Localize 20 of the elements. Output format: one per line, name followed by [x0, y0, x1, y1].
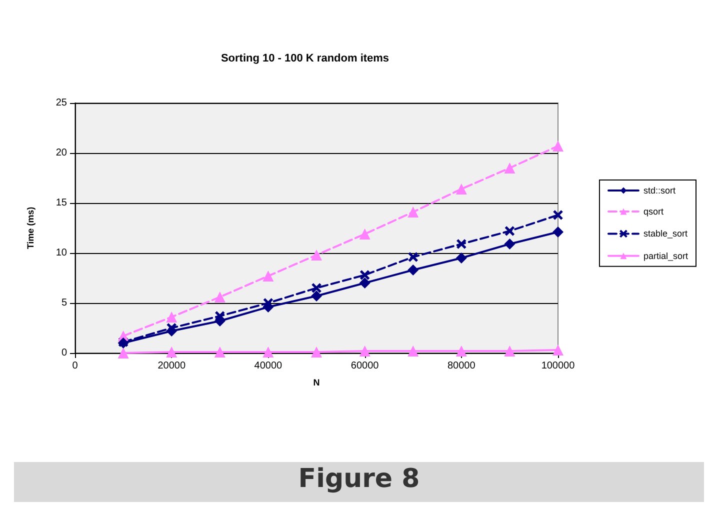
y-tick-label: 15: [56, 198, 68, 208]
x-tick-label: 60000: [350, 360, 380, 372]
x-tick-label: 0: [72, 360, 78, 372]
legend-label: std::sort: [643, 186, 676, 196]
x-axis-title: N: [313, 378, 320, 388]
y-tick-label: 5: [61, 298, 68, 308]
y-axis-title: Time (ms): [26, 206, 36, 250]
y-tick-label: 10: [56, 248, 68, 258]
legend-label: partial_sort: [643, 250, 688, 261]
y-tick-label: 25: [56, 98, 68, 108]
x-tick-label: 20000: [158, 360, 186, 372]
x-tick-label: 100000: [541, 360, 576, 372]
x-tick-label: 80000: [447, 360, 476, 372]
caption: Figure 8: [298, 464, 420, 494]
x-tick-label: 40000: [254, 360, 283, 372]
legend-label: stable_sort: [643, 228, 688, 239]
y-tick-label: 20: [56, 148, 68, 158]
chart-title: Sorting 10 - 100 K random items: [220, 52, 390, 64]
y-tick-label: 0: [61, 348, 68, 358]
legend-label: qsort: [643, 206, 664, 216]
